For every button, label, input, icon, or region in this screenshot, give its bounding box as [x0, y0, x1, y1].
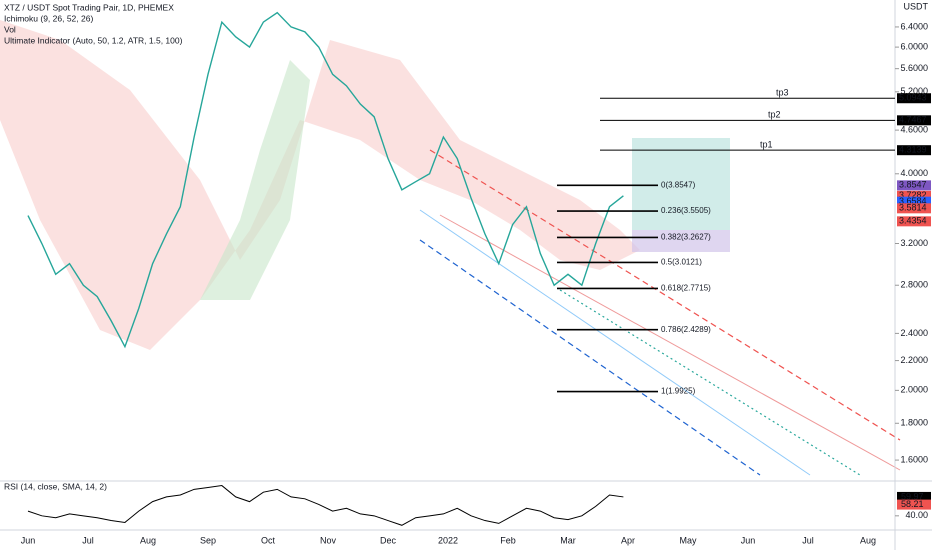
- price-line: [27, 11, 624, 349]
- fib-label: 0.236(3.5505): [661, 206, 711, 215]
- y-tick-label: 1.8000: [900, 418, 928, 428]
- y-tick-label: 1.6000: [900, 454, 928, 464]
- x-tick-label: Mar: [560, 535, 576, 545]
- price-marker: [897, 203, 931, 214]
- y-tick-label: 2.4000: [900, 328, 928, 338]
- x-tick-label: Jul: [82, 535, 94, 545]
- rsi-title: RSI (14, close, SMA, 14, 2): [4, 481, 107, 491]
- rsi-marker: [897, 491, 931, 502]
- x-tick-label: Sep: [200, 535, 216, 545]
- x-tick-label: Jun: [741, 535, 756, 545]
- y-tick-label: 5.2000: [900, 86, 928, 96]
- y-tick-label: 6.0000: [900, 41, 928, 51]
- target-label: tp3: [776, 88, 789, 98]
- x-tick-label: Jun: [21, 535, 36, 545]
- rsi-ma-marker: [897, 499, 931, 510]
- rsi-line: [27, 485, 624, 526]
- indicator: Ichimoku (9, 26, 52, 26): [4, 13, 93, 23]
- fib-label: 1(1.9925): [661, 387, 696, 396]
- x-tick-label: Feb: [500, 535, 516, 545]
- price-marker-label: 3.7282: [899, 190, 927, 200]
- x-tick-label: Aug: [140, 535, 156, 545]
- price-marker: [897, 216, 931, 227]
- x-tick-label: Dec: [380, 535, 397, 545]
- currency: USDT: [904, 1, 929, 11]
- y-tick-label: 6.4000: [900, 21, 928, 31]
- price-marker: [897, 190, 931, 201]
- target-label: tp1: [760, 140, 773, 150]
- x-tick-label: Apr: [621, 535, 635, 545]
- price-marker-label: 4.3139: [899, 145, 927, 155]
- x-tick-label: 2022: [438, 535, 458, 545]
- x-tick-label: Nov: [320, 535, 337, 545]
- price-marker-label: 3.6584: [899, 196, 927, 206]
- rsi-marker-label: 59.97: [901, 491, 924, 501]
- y-tick-label: 2.8000: [900, 280, 928, 290]
- fib-label: 0.786(2.4289): [661, 325, 711, 334]
- price-marker-label: 3.5814: [899, 203, 927, 213]
- rsi-ma-label: 58.21: [901, 499, 924, 509]
- target-label: tp2: [768, 110, 781, 120]
- fib-label: 0.5(3.0121): [661, 258, 702, 267]
- y-tick-label: 2.0000: [900, 385, 928, 395]
- y-tick-label: 4.0000: [900, 168, 928, 178]
- fib-label: 0.382(3.2627): [661, 233, 711, 242]
- x-tick-label: May: [679, 535, 697, 545]
- y-tick-label: 5.6000: [900, 63, 928, 73]
- price-marker-label: 4.7467: [899, 115, 927, 125]
- fib-label: 0(3.8547): [661, 180, 696, 189]
- y-tick-label: 2.2000: [900, 355, 928, 365]
- price-marker-label: 5.0943: [899, 93, 927, 103]
- indicator: Vol: [4, 24, 16, 34]
- price-marker: [897, 180, 931, 191]
- x-tick-label: Jul: [802, 535, 814, 545]
- x-tick-label: Aug: [860, 535, 876, 545]
- price-marker: [897, 93, 931, 104]
- indicator: Ultimate Indicator (Auto, 50, 1.2, ATR, …: [4, 35, 183, 45]
- price-marker-label: 3.4354: [899, 216, 927, 226]
- price-marker-label: 3.8547: [899, 180, 927, 190]
- chart-title: XTZ / USDT Spot Trading Pair, 1D, PHEMEX: [4, 2, 174, 12]
- price-marker: [897, 115, 931, 126]
- price-marker: [897, 145, 931, 156]
- price-marker: [897, 196, 931, 207]
- y-tick-label: 3.2000: [900, 238, 928, 248]
- rsi-tick-label: 40.00: [905, 510, 928, 520]
- x-tick-label: Oct: [261, 535, 276, 545]
- fib-label: 0.618(2.7715): [661, 284, 711, 293]
- y-tick-label: 4.6000: [900, 124, 928, 134]
